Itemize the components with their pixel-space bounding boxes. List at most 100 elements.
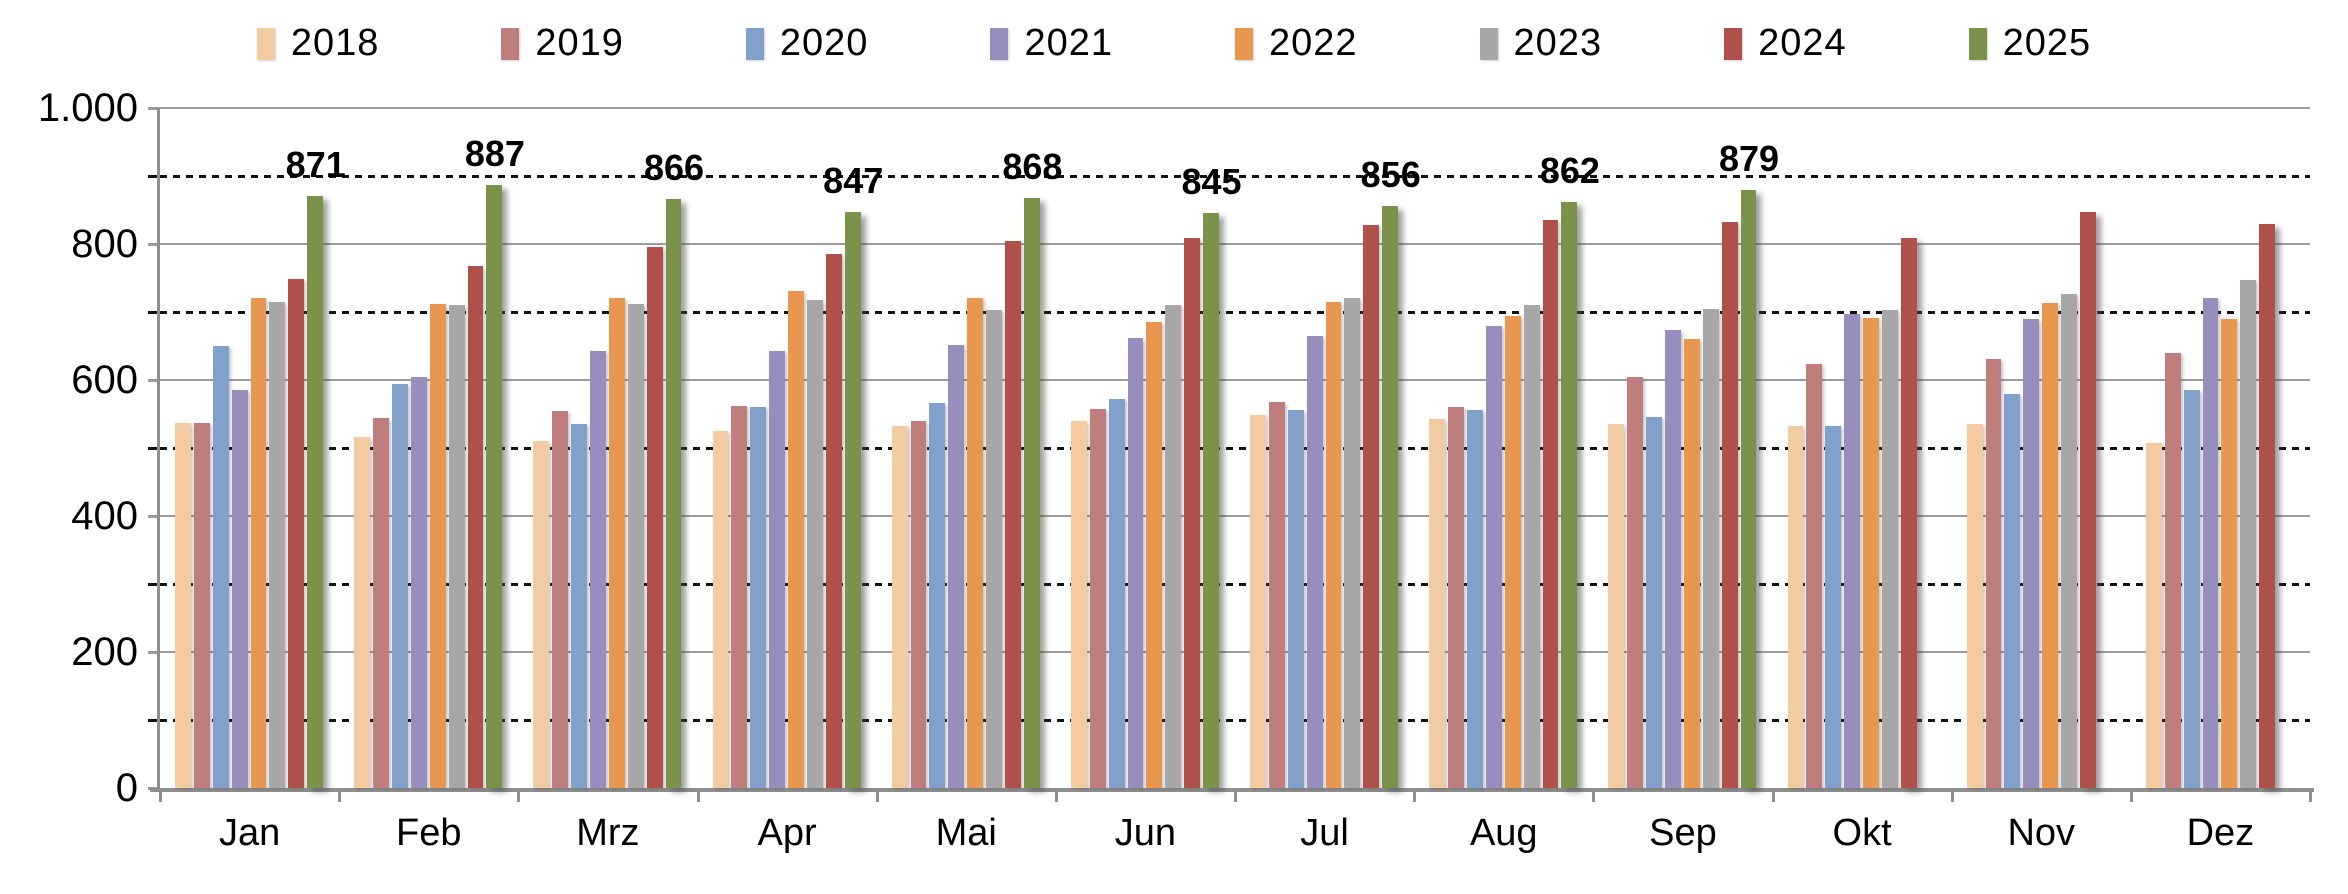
x-axis-tick-10 [1950, 788, 1954, 802]
bar-2019-Mrz [552, 411, 569, 788]
bar-2022-Mai [967, 298, 984, 788]
x-axis-tick-3 [696, 788, 700, 802]
bar-2018-Okt [1787, 426, 1804, 788]
bar-2023-Sep [1702, 308, 1719, 788]
legend-label-2022: 2022 [1269, 22, 1358, 64]
gridline-minor-900 [160, 175, 2310, 178]
legend-item-2018: 2018 [256, 22, 380, 65]
gridline-major-800 [160, 243, 2310, 245]
legend-swatch-2020 [745, 27, 764, 60]
x-axis-tick-2 [517, 788, 521, 802]
y-axis-tick-500 [148, 447, 160, 450]
x-axis-tick-11 [2129, 788, 2133, 802]
bar-2024-Feb [467, 265, 484, 788]
data-label-2025-Apr: 847 [823, 160, 884, 202]
bar-2022-Sep [1683, 339, 1700, 788]
bar-2023-Mai [986, 309, 1003, 788]
bar-2018-Mai [891, 425, 908, 788]
x-axis-tick-4 [875, 788, 879, 802]
bar-2025-Mai [1023, 197, 1040, 788]
bar-2021-Mai [948, 345, 965, 788]
y-axis-label-200: 200 [71, 630, 138, 674]
gridline-minor-100 [160, 719, 2310, 722]
x-axis-label-Jan: Jan [218, 812, 281, 854]
legend-swatch-2023 [1479, 27, 1498, 60]
bar-2023-Okt [1881, 309, 1898, 788]
x-axis-label-Mai: Mai [935, 812, 997, 854]
legend-swatch-2021 [990, 27, 1009, 60]
x-axis-tick-8 [1592, 788, 1596, 802]
y-axis-label-0: 0 [115, 766, 138, 810]
gridline-major-600 [160, 379, 2310, 381]
bar-2020-Okt [1825, 425, 1842, 788]
bar-2018-Apr [712, 431, 729, 788]
data-label-2025-Jan: 871 [285, 143, 346, 185]
bar-2020-Apr [750, 406, 767, 788]
bar-2024-Jun [1184, 237, 1201, 788]
bar-2021-Jul [1306, 335, 1323, 788]
legend-swatch-2022 [1235, 27, 1253, 60]
bar-2019-Mai [910, 420, 927, 788]
bar-2020-Dez [2183, 389, 2200, 788]
bar-2021-Jun [1127, 337, 1144, 788]
bar-2024-Mrz [646, 247, 663, 788]
bar-2024-Aug [1542, 219, 1559, 788]
legend: 2018 2019 2020 2021 2022 2023 2024 2025 [0, 22, 2348, 65]
bar-2020-Nov [2004, 393, 2021, 788]
bar-2021-Sep [1665, 329, 1681, 788]
bar-2023-Jun [1165, 305, 1182, 788]
gridline-minor-700 [160, 311, 2310, 314]
y-axis-tick-200 [148, 651, 160, 654]
y-axis-tick-300 [148, 583, 160, 586]
bar-2018-Aug [1429, 419, 1446, 788]
y-axis-tick-400 [148, 515, 160, 518]
bar-2018-Dez [2145, 443, 2162, 788]
y-axis-tick-700 [148, 311, 160, 314]
bar-2020-Jan [212, 346, 229, 788]
bar-2022-Jan [250, 297, 267, 788]
bar-2024-Jul [1363, 224, 1380, 788]
data-label-2025-Feb: 887 [464, 132, 525, 174]
bar-2021-Okt [1844, 314, 1861, 788]
data-label-2025-Jun: 845 [1181, 161, 1242, 203]
bar-2025-Feb [486, 184, 503, 788]
gridline-major-400 [160, 515, 2310, 517]
bar-2022-Jul [1325, 301, 1342, 788]
legend-swatch-2024 [1724, 27, 1743, 60]
bar-2021-Dez [2202, 298, 2219, 788]
x-axis-line [150, 788, 2314, 792]
bar-2018-Feb [354, 437, 371, 788]
bar-2024-Okt [1900, 237, 1917, 788]
legend-label-2023: 2023 [1513, 22, 1603, 64]
bar-2019-Sep [1627, 377, 1644, 788]
legend-item-2021: 2021 [990, 22, 1113, 65]
data-label-2025-Sep: 879 [1719, 138, 1780, 180]
bar-2022-Apr [788, 290, 804, 788]
x-axis-tick-6 [1234, 788, 1237, 802]
bar-2019-Aug [1448, 406, 1464, 788]
legend-label-2025: 2025 [2002, 22, 2092, 64]
legend-item-2022: 2022 [1235, 22, 1358, 65]
legend-label-2018: 2018 [290, 22, 380, 64]
bar-2018-Mrz [533, 441, 550, 788]
bar-2022-Mrz [608, 297, 625, 788]
bar-2024-Nov [2080, 212, 2096, 788]
bar-2025-Jul [1382, 205, 1399, 788]
bar-2021-Mrz [590, 350, 606, 788]
bar-2022-Okt [1863, 318, 1879, 788]
bar-2023-Jan [269, 302, 286, 788]
data-label-2025-Aug: 862 [1539, 149, 1600, 191]
bar-2020-Sep [1646, 417, 1663, 788]
bar-2023-Mrz [627, 303, 644, 788]
bar-2019-Feb [373, 418, 389, 788]
bar-2019-Apr [731, 405, 748, 788]
x-axis-label-Sep: Sep [1649, 812, 1717, 854]
gridline-major-200 [160, 651, 2310, 653]
legend-item-2020: 2020 [745, 22, 869, 65]
bar-2021-Feb [410, 376, 427, 788]
gridline-minor-300 [160, 583, 2310, 586]
x-axis-tick-12 [2309, 788, 2312, 802]
x-axis-label-Apr: Apr [757, 812, 817, 854]
bar-2023-Aug [1523, 304, 1540, 788]
